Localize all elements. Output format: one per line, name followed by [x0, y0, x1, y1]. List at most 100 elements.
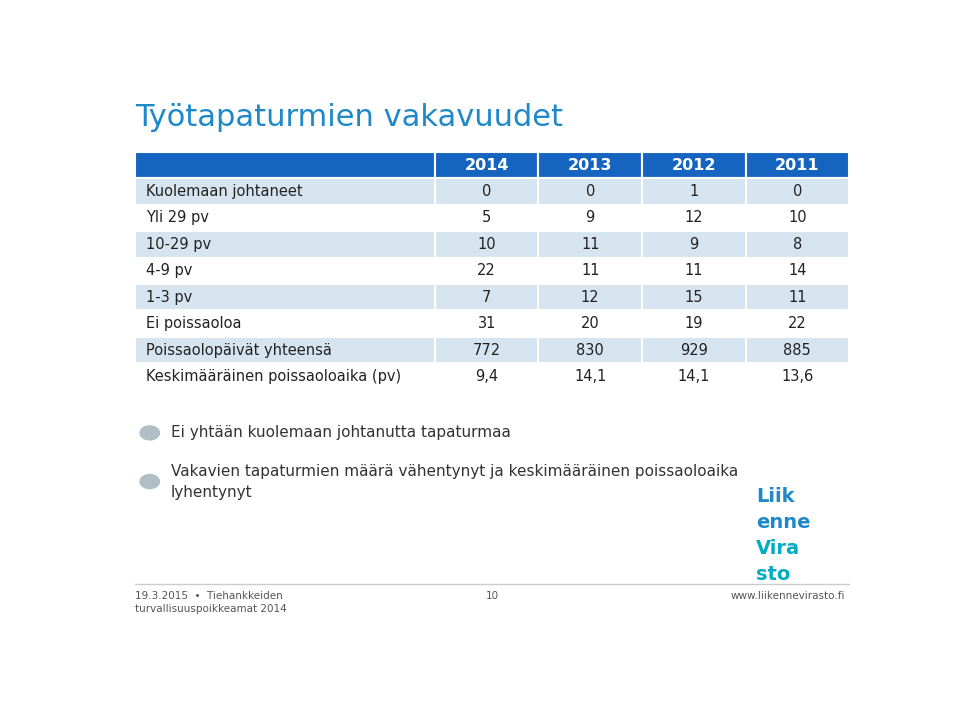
Bar	[746, 337, 849, 363]
Text: 9: 9	[586, 211, 595, 225]
Text: 2013: 2013	[568, 157, 612, 173]
Text: Kuolemaan johtaneet: Kuolemaan johtaneet	[146, 184, 302, 199]
Text: 8: 8	[793, 237, 802, 252]
Bar	[435, 231, 539, 258]
Bar	[539, 258, 642, 284]
Text: 10: 10	[477, 237, 496, 252]
Text: enne: enne	[756, 513, 810, 532]
Text: 2011: 2011	[775, 157, 820, 173]
Bar	[539, 231, 642, 258]
Text: 10-29 pv: 10-29 pv	[146, 237, 211, 252]
Text: 5: 5	[482, 211, 492, 225]
Text: 19: 19	[684, 316, 703, 331]
Bar	[746, 231, 849, 258]
Text: 7: 7	[482, 290, 492, 305]
Text: 9,4: 9,4	[475, 369, 498, 384]
Bar	[746, 205, 849, 231]
Bar	[746, 178, 849, 205]
Text: 10: 10	[486, 591, 498, 602]
Bar	[642, 284, 746, 310]
Bar	[435, 205, 539, 231]
Text: 9: 9	[689, 237, 698, 252]
Text: 0: 0	[482, 184, 492, 199]
Bar	[746, 284, 849, 310]
Bar	[134, 152, 435, 178]
Bar	[539, 363, 642, 390]
Text: 31: 31	[477, 316, 495, 331]
Text: 13,6: 13,6	[781, 369, 813, 384]
Text: Liik: Liik	[756, 487, 795, 506]
Bar	[539, 152, 642, 178]
Text: 11: 11	[788, 290, 806, 305]
Text: 14: 14	[788, 263, 806, 278]
Text: 11: 11	[581, 237, 599, 252]
Text: Yli 29 pv: Yli 29 pv	[146, 211, 209, 225]
Bar	[134, 258, 435, 284]
Text: 12: 12	[684, 211, 703, 225]
Circle shape	[140, 475, 159, 489]
Bar	[642, 231, 746, 258]
Bar	[435, 178, 539, 205]
Text: Poissaolopäivät yhteensä: Poissaolopäivät yhteensä	[146, 343, 332, 357]
Bar	[134, 310, 435, 337]
Bar	[435, 310, 539, 337]
Bar	[539, 178, 642, 205]
Text: Vakavien tapaturmien määrä vähentynyt ja keskimääräinen poissaoloaika
lyhentynyt: Vakavien tapaturmien määrä vähentynyt ja…	[171, 463, 738, 500]
Text: 11: 11	[684, 263, 703, 278]
Text: 1: 1	[689, 184, 698, 199]
Text: 830: 830	[576, 343, 604, 357]
Bar	[134, 284, 435, 310]
Text: 14,1: 14,1	[574, 369, 607, 384]
Bar	[435, 337, 539, 363]
Bar	[642, 258, 746, 284]
Circle shape	[140, 426, 159, 440]
Text: Työtapaturmien vakavuudet: Työtapaturmien vakavuudet	[134, 103, 563, 132]
Bar	[642, 205, 746, 231]
Text: 22: 22	[477, 263, 496, 278]
Text: 19.3.2015  •  Tiehankkeiden
turvallisuuspoikkeamat 2014: 19.3.2015 • Tiehankkeiden turvallisuuspo…	[134, 591, 287, 614]
Text: Ei poissaoloa: Ei poissaoloa	[146, 316, 242, 331]
Bar	[642, 310, 746, 337]
Bar	[746, 310, 849, 337]
Bar	[642, 337, 746, 363]
Text: 772: 772	[472, 343, 501, 357]
Bar	[539, 205, 642, 231]
Text: 14,1: 14,1	[678, 369, 710, 384]
Bar	[435, 363, 539, 390]
Bar	[746, 363, 849, 390]
Text: 11: 11	[581, 263, 599, 278]
Text: sto: sto	[756, 565, 790, 584]
Bar	[435, 258, 539, 284]
Text: 12: 12	[581, 290, 600, 305]
Bar	[746, 258, 849, 284]
Text: Vira: Vira	[756, 539, 801, 558]
Bar	[134, 205, 435, 231]
Text: 0: 0	[586, 184, 595, 199]
Text: 15: 15	[684, 290, 703, 305]
Bar	[539, 337, 642, 363]
Bar	[435, 152, 539, 178]
Text: 0: 0	[793, 184, 802, 199]
Bar	[134, 231, 435, 258]
Bar	[539, 310, 642, 337]
Bar	[642, 152, 746, 178]
Text: 929: 929	[680, 343, 708, 357]
Bar	[746, 152, 849, 178]
Text: Ei yhtään kuolemaan johtanutta tapaturmaa: Ei yhtään kuolemaan johtanutta tapaturma…	[171, 425, 511, 440]
Bar	[642, 363, 746, 390]
Bar	[134, 337, 435, 363]
Text: Keskimääräinen poissaoloaika (pv): Keskimääräinen poissaoloaika (pv)	[146, 369, 401, 384]
Text: 2012: 2012	[672, 157, 716, 173]
Text: 885: 885	[783, 343, 811, 357]
Text: 10: 10	[788, 211, 806, 225]
Bar	[134, 363, 435, 390]
Bar	[435, 284, 539, 310]
Text: 20: 20	[581, 316, 600, 331]
Bar	[539, 284, 642, 310]
Bar	[642, 178, 746, 205]
Text: www.liikennevirasto.fi: www.liikennevirasto.fi	[730, 591, 845, 602]
Text: 22: 22	[788, 316, 806, 331]
Text: 2014: 2014	[465, 157, 509, 173]
Text: 4-9 pv: 4-9 pv	[146, 263, 192, 278]
Bar	[134, 178, 435, 205]
